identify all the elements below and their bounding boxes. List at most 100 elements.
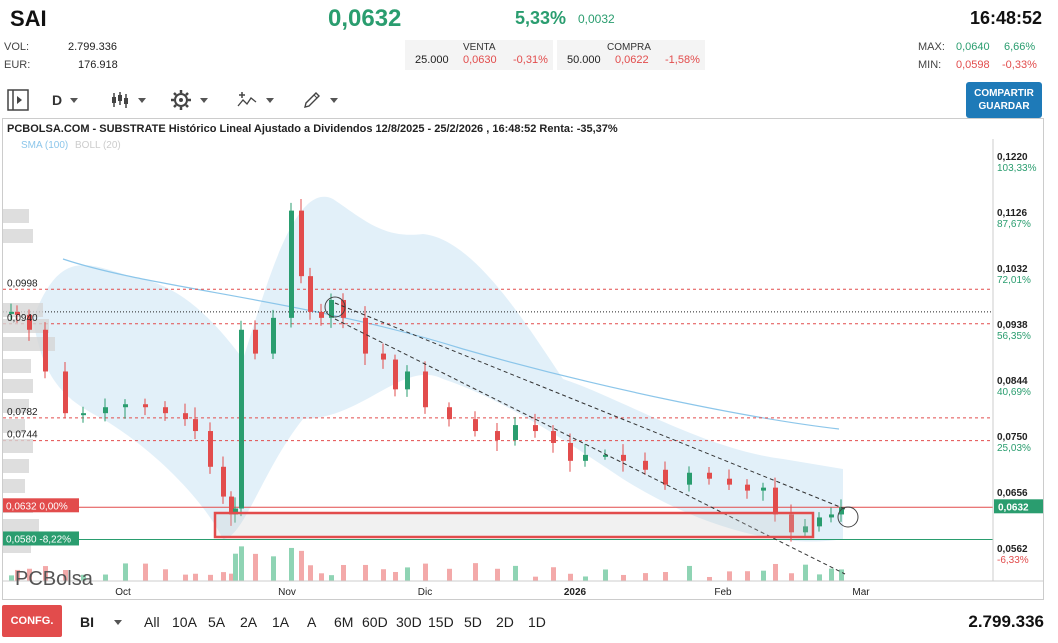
volume-bar — [603, 569, 608, 581]
price-pct-label: 87,67% — [997, 219, 1031, 230]
chart-type-select[interactable]: BI — [80, 614, 94, 630]
candle-body — [163, 407, 168, 414]
total-volume: 2.799.336 — [968, 612, 1044, 631]
candle-body — [363, 317, 368, 354]
sell-price: 0,0630 — [463, 54, 497, 66]
candle-body — [289, 210, 294, 318]
candle-body — [308, 276, 313, 312]
candle-body — [381, 353, 386, 360]
price-pct-label: 103,33% — [997, 163, 1037, 174]
volume-bar — [253, 553, 258, 581]
profile-bar — [3, 229, 33, 243]
boll-legend: BOLL (20) — [75, 140, 121, 151]
candle-body — [253, 329, 258, 354]
range-1a[interactable]: 1A — [272, 614, 290, 630]
range-10a[interactable]: 10A — [172, 614, 197, 630]
range-5d[interactable]: 5D — [464, 614, 482, 630]
candle-body — [803, 526, 808, 533]
share-save-button[interactable]: COMPARTIR GUARDAR — [966, 82, 1042, 118]
volume-bar — [9, 575, 14, 581]
chart-type-menu[interactable] — [110, 88, 146, 112]
profile-bar — [3, 399, 29, 413]
volume-bar — [727, 571, 732, 581]
chevron-down-icon — [70, 97, 79, 103]
chart-canvas[interactable]: PCBOLSA.COM - SUBSTRATE Histórico Lineal… — [3, 119, 1043, 599]
volume-bar — [81, 574, 86, 581]
price-label: 0,0938 — [997, 320, 1028, 331]
candle-body — [761, 487, 766, 491]
pivot-circle — [324, 296, 346, 318]
volume-bar — [208, 574, 213, 581]
candle-body — [745, 484, 750, 491]
chevron-down-icon[interactable] — [114, 620, 122, 625]
pencil-icon — [304, 92, 320, 108]
period-label: D — [52, 92, 63, 108]
volume-bar — [299, 550, 304, 581]
pivot-circle — [837, 506, 859, 528]
symbol: SAI — [10, 6, 47, 31]
buy-pct: -1,58% — [665, 54, 700, 66]
candle-body — [299, 210, 304, 277]
indicators-icon — [237, 92, 257, 107]
range-all[interactable]: All — [144, 614, 160, 630]
time-label: Oct — [115, 587, 131, 598]
chevron-down-icon — [200, 97, 208, 103]
volume-bar — [63, 570, 68, 581]
time-label: Mar — [852, 587, 870, 598]
price-pct-label: 72,01% — [997, 275, 1031, 286]
candle-body — [603, 454, 608, 457]
left-level-label: 0,0782 — [7, 407, 38, 418]
volume-label: VOL: — [4, 41, 30, 53]
candle-body — [829, 514, 834, 518]
volume-bar — [829, 568, 834, 581]
euro-label: EUR: — [4, 59, 31, 71]
range-30d[interactable]: 30D — [396, 614, 422, 630]
candle-body — [643, 460, 648, 470]
candle-body — [183, 413, 188, 420]
profile-bar — [3, 419, 25, 433]
range-a[interactable]: A — [307, 614, 317, 630]
candle-body — [473, 419, 478, 432]
candle-body — [447, 407, 452, 420]
config-button[interactable]: CONFG. — [2, 605, 62, 637]
volume-bar — [381, 569, 386, 581]
time-label: Dic — [418, 587, 432, 598]
min-pct: -0,33% — [1002, 59, 1037, 71]
settings-menu[interactable] — [170, 88, 208, 112]
profile-bar — [3, 359, 31, 373]
range-2a[interactable]: 2A — [240, 614, 258, 630]
buy-label: COMPRA — [607, 42, 651, 53]
left-level-label: 0,0940 — [7, 313, 38, 324]
candle-body — [271, 317, 276, 354]
sidebar-toggle-icon[interactable] — [6, 88, 30, 112]
range-2d[interactable]: 2D — [496, 614, 514, 630]
range-5a[interactable]: 5A — [208, 614, 226, 630]
range-15d[interactable]: 15D — [428, 614, 454, 630]
candle-body — [63, 371, 68, 414]
range-6m[interactable]: 6M — [334, 614, 354, 630]
profile-bar — [3, 337, 55, 351]
price-chart[interactable]: PCBOLSA.COM - SUBSTRATE Histórico Lineal… — [2, 118, 1044, 600]
candle-body — [193, 419, 198, 432]
candle-body — [513, 425, 518, 440]
profile-bar — [3, 379, 33, 393]
indicators-menu[interactable] — [236, 88, 274, 112]
drawing-menu[interactable] — [302, 88, 338, 112]
price-label: 0,1032 — [997, 264, 1028, 275]
right-price-tag: 0,0632 — [998, 502, 1029, 513]
volume-bar — [803, 564, 808, 581]
range-1d[interactable]: 1D — [528, 614, 546, 630]
buy-price: 0,0622 — [615, 54, 649, 66]
profile-bar — [3, 479, 25, 493]
chevron-down-icon — [138, 97, 146, 103]
range-60d[interactable]: 60D — [362, 614, 388, 630]
price-tag: 0,0632 0,00% — [6, 501, 68, 512]
volume-bar — [568, 573, 573, 581]
candle-body — [533, 425, 538, 432]
candle-body — [208, 431, 213, 467]
period-select[interactable]: D — [52, 88, 79, 112]
volume-bar — [447, 568, 452, 581]
volume-bar — [789, 573, 794, 581]
volume-bar — [239, 546, 244, 581]
last-price: 0,0632 — [328, 5, 402, 32]
